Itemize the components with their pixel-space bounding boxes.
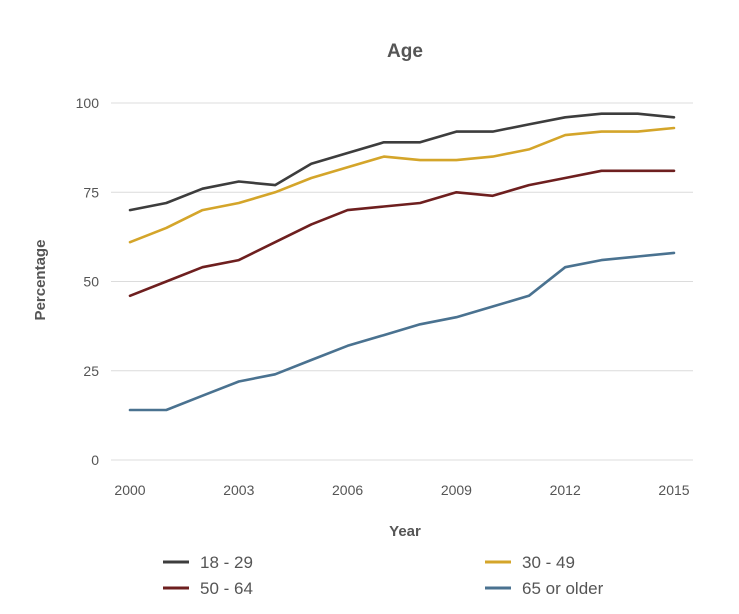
x-axis-title: Year [389, 523, 421, 540]
legend-label: 18 - 29 [200, 553, 253, 572]
legend-label: 50 - 64 [200, 579, 253, 598]
x-tick-label: 2015 [658, 482, 689, 498]
gridlines [111, 102, 693, 461]
x-tick-label: 2006 [332, 482, 363, 498]
legend-item: 50 - 64 [163, 579, 253, 598]
series-lines [128, 112, 676, 412]
legend-item: 18 - 29 [163, 553, 253, 572]
x-tick-label: 2009 [441, 482, 472, 498]
chart-title: Age [387, 41, 423, 62]
series-line-3 [128, 251, 676, 412]
x-axis-ticks: 2000 2003 2006 2009 2012 2015 [114, 482, 689, 498]
series-line-2 [128, 169, 676, 298]
legend: 18 - 29 30 - 49 50 - 64 65 or older [163, 553, 604, 598]
y-tick-label: 50 [83, 274, 99, 290]
x-tick-label: 2000 [114, 482, 145, 498]
x-tick-label: 2012 [550, 482, 581, 498]
y-tick-label: 100 [76, 95, 100, 111]
y-tick-label: 0 [91, 452, 99, 468]
x-tick-label: 2003 [223, 482, 254, 498]
legend-item: 65 or older [485, 579, 604, 598]
series-line-1 [128, 126, 676, 244]
y-tick-label: 25 [83, 363, 99, 379]
legend-item: 30 - 49 [485, 553, 575, 572]
legend-label: 65 or older [522, 579, 604, 598]
series-line-0 [128, 112, 676, 212]
y-tick-label: 75 [83, 184, 99, 200]
legend-label: 30 - 49 [522, 553, 575, 572]
y-axis-ticks: 0 25 50 75 100 [76, 95, 100, 468]
y-axis-title: Percentage [32, 240, 49, 321]
